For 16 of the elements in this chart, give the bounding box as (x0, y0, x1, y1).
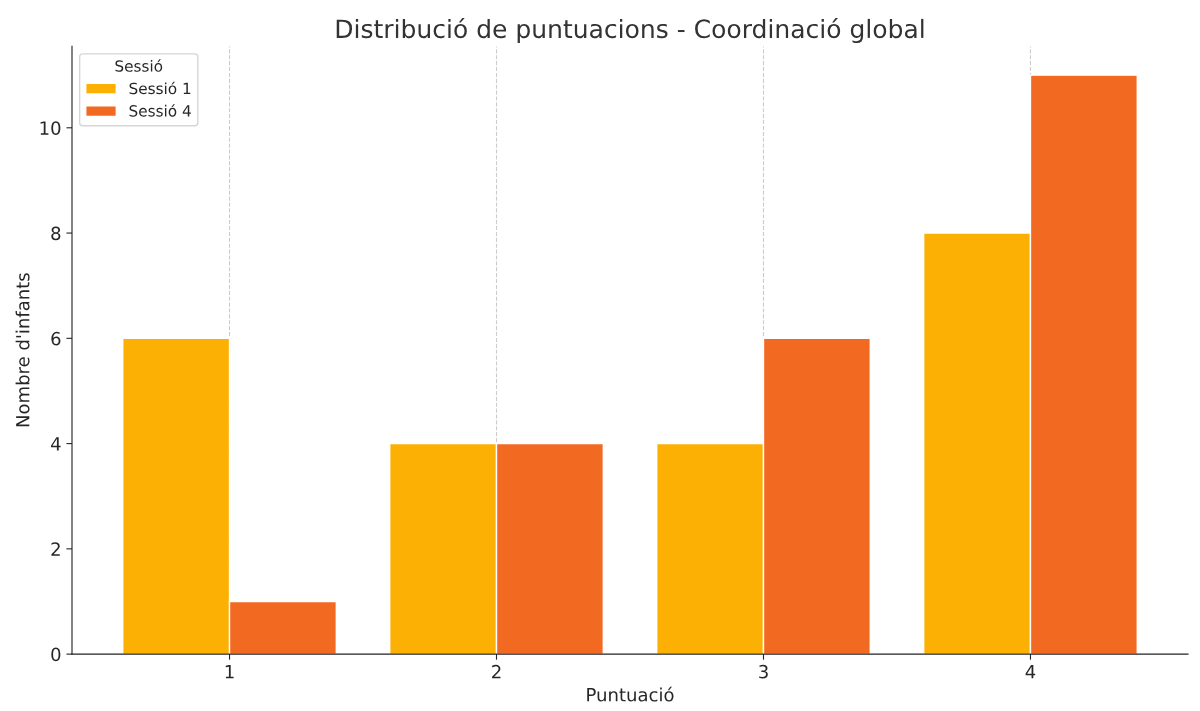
x-tick-label: 4 (1025, 665, 1036, 679)
x-tick-label: 2 (492, 664, 501, 679)
y-tick-label: 8 (51, 226, 61, 241)
y-tick-label: 10 (40, 121, 61, 135)
y-tick-label: 6 (51, 331, 61, 346)
x-axis-title: Puntuació (587, 686, 674, 702)
y-tick-label: 4 (50, 437, 61, 451)
legend-label: Sessió 1 (129, 81, 191, 95)
legend-label: Sessió 4 (129, 104, 191, 117)
legend-title: Sessió (115, 59, 163, 72)
x-tick-label: 1 (225, 665, 234, 679)
y-tick-label: 0 (51, 647, 61, 662)
y-tick-label: 2 (51, 542, 60, 556)
chart-title: Distribució de puntuacions - Coordinació global (336, 17, 924, 44)
y-axis-title: Nombre d'infants (15, 273, 30, 427)
x-tick-label: 3 (759, 664, 768, 679)
